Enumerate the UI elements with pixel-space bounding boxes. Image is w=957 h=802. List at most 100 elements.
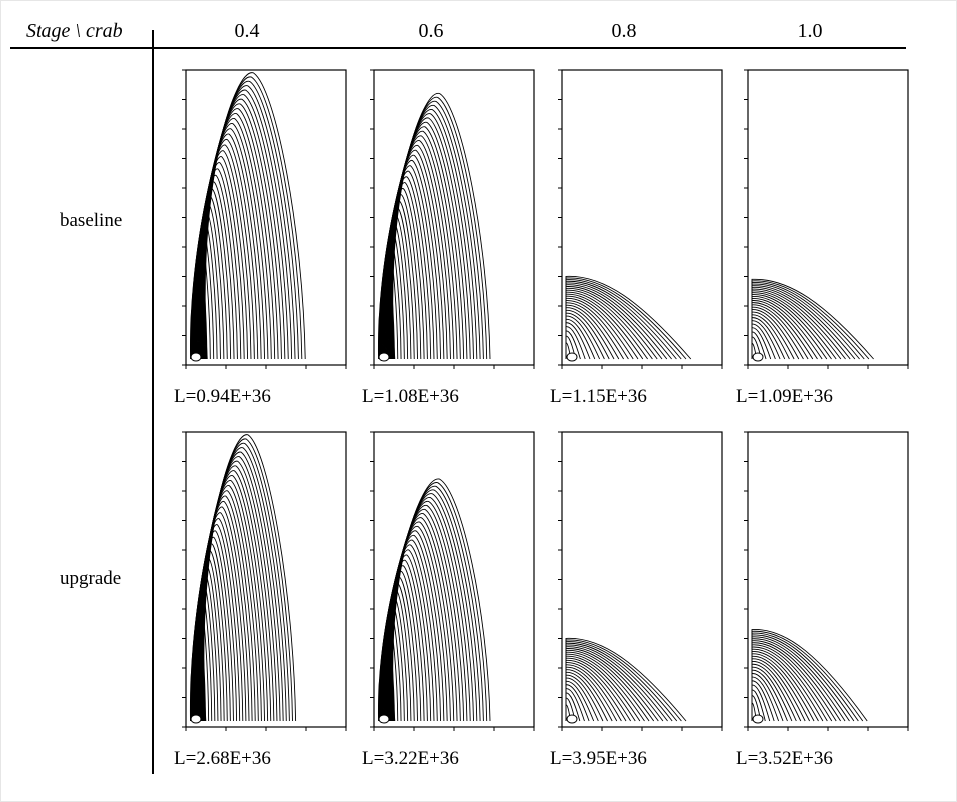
contour-line (198, 485, 262, 722)
contour-line (565, 653, 645, 722)
contour-line (565, 282, 672, 360)
contour-line (751, 278, 874, 360)
contour-line (565, 284, 668, 360)
contour-line (565, 287, 658, 360)
contour-line (751, 286, 851, 360)
contour-lines (377, 93, 491, 360)
luminosity-label: L=3.95E+36 (550, 748, 647, 769)
contour-line (387, 140, 455, 360)
contour-lines (189, 434, 297, 722)
contour-panel-baseline-0: L=0.94E+36 (168, 68, 347, 418)
luminosity-label: L=1.09E+36 (736, 386, 833, 407)
contour-line (751, 282, 865, 360)
stage-crab-header: Stage \ crab (26, 20, 123, 42)
contour-panel-baseline-2: L=1.15E+36 (544, 68, 723, 418)
luminosity-label: L=3.22E+36 (362, 748, 459, 769)
contour-line (751, 648, 824, 722)
plot-frame (747, 69, 909, 366)
contour-line (751, 285, 856, 360)
column-header-1: 0.6 (418, 20, 444, 42)
contour-line (751, 304, 809, 360)
row-label-baseline: baseline (60, 210, 123, 231)
contour-lines (565, 275, 692, 360)
contour-line (387, 521, 455, 722)
contour-line (751, 283, 860, 360)
origin-marker (752, 352, 764, 362)
contour-line (751, 280, 870, 360)
contour-line (751, 629, 868, 722)
contour-line (751, 644, 833, 722)
contour-panel-upgrade-0: L=2.68E+36 (168, 430, 347, 780)
origin-marker (752, 714, 764, 724)
contour-line (565, 641, 678, 722)
contour-line (565, 639, 682, 722)
contour-line (565, 651, 650, 722)
contour-line (565, 664, 622, 722)
contour-line (565, 649, 655, 722)
contour-panel-baseline-1: L=1.08E+36 (356, 68, 535, 418)
contour-line (751, 288, 846, 360)
contour-line (565, 302, 624, 360)
contour-line (565, 279, 682, 360)
contour-line (565, 648, 659, 722)
column-header-3: 1.0 (797, 20, 823, 42)
contour-line (565, 655, 641, 722)
origin-marker (190, 352, 202, 362)
contour-line (565, 289, 653, 360)
contour-line (565, 659, 631, 722)
contour-line (565, 646, 664, 722)
contour-lines (189, 72, 306, 360)
column-header-0: 0.4 (234, 20, 260, 42)
contour-line (565, 642, 673, 722)
luminosity-label: L=3.52E+36 (736, 748, 833, 769)
contour-panel-upgrade-3: L=3.52E+36 (730, 430, 909, 780)
plot-frame (561, 431, 723, 728)
contour-plot (370, 431, 535, 731)
contour-line (565, 300, 629, 360)
luminosity-label: L=1.08E+36 (362, 386, 459, 407)
column-header-2: 0.8 (611, 20, 637, 42)
contour-line (751, 646, 828, 722)
origin-marker (566, 714, 578, 724)
contour-plot (558, 69, 723, 369)
contour-line (751, 651, 819, 722)
contour-line (751, 640, 841, 722)
origin-marker (378, 352, 390, 362)
origin-marker (190, 714, 202, 724)
contour-lines (377, 478, 491, 722)
contour-line (751, 294, 832, 360)
contour-line (565, 291, 648, 360)
contour-panel-upgrade-1: L=3.22E+36 (356, 430, 535, 780)
contour-panel-baseline-3: L=1.09E+36 (730, 68, 909, 418)
contour-line (203, 434, 297, 722)
row-label-upgrade: upgrade (60, 568, 122, 589)
contour-line (751, 638, 846, 722)
contour-line (204, 72, 306, 360)
contour-line (751, 290, 842, 360)
contour-line (565, 293, 644, 360)
contour-line (751, 630, 864, 722)
contour-line (751, 653, 815, 722)
contour-line (751, 661, 802, 722)
contour-line (751, 298, 823, 360)
contour-lines (751, 629, 868, 722)
plot-frame (747, 431, 909, 728)
luminosity-label: L=0.94E+36 (174, 386, 271, 407)
contour-panel-upgrade-2: L=3.95E+36 (544, 430, 723, 780)
contour-line (565, 304, 620, 360)
contour-line (751, 658, 806, 722)
contour-line (565, 297, 634, 360)
contour-plot (744, 431, 909, 731)
contour-plot (558, 431, 723, 731)
contour-line (751, 634, 855, 722)
luminosity-label: L=1.15E+36 (550, 386, 647, 407)
contour-line (751, 632, 859, 722)
contour-line (751, 642, 837, 722)
contour-line (565, 295, 639, 360)
origin-marker (566, 352, 578, 362)
contour-line (565, 286, 663, 360)
contour-line (751, 636, 850, 722)
contour-line (392, 478, 491, 722)
origin-marker (378, 714, 390, 724)
